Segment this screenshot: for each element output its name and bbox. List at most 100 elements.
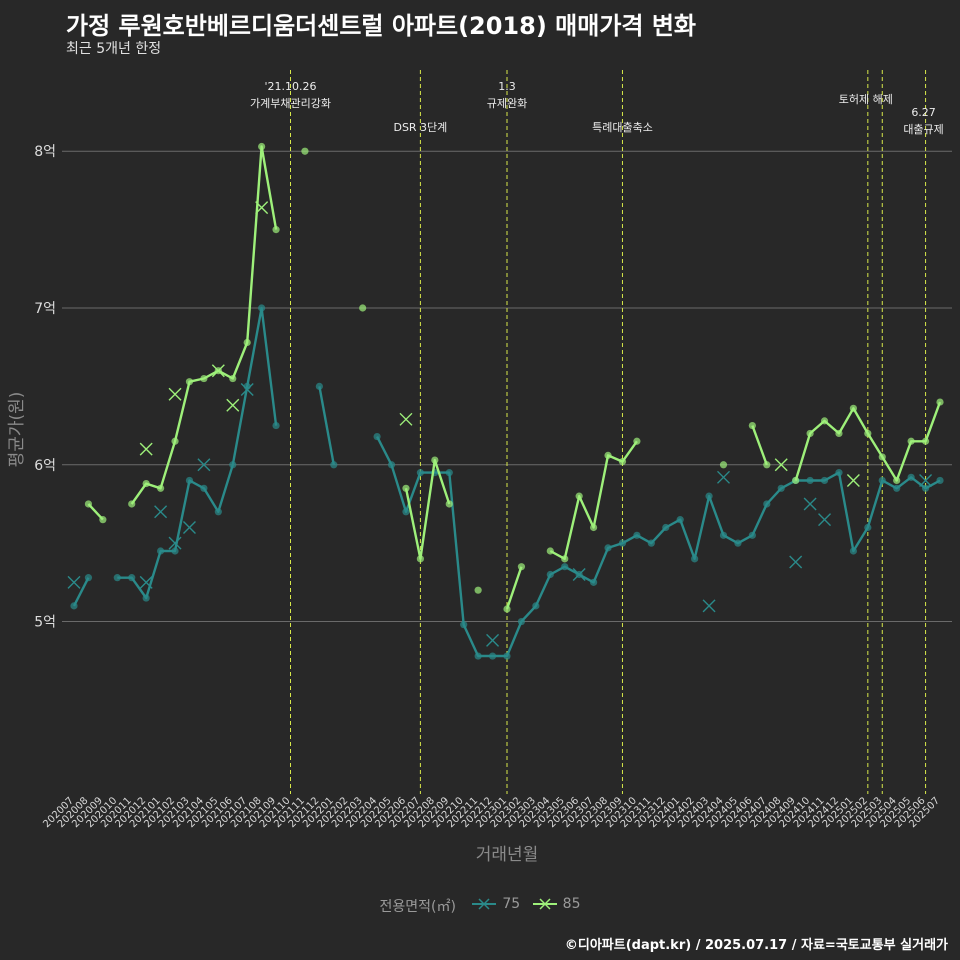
series-85-point xyxy=(806,429,814,438)
event-label: 가계부채관리강화 xyxy=(250,97,331,110)
series-75-line xyxy=(72,577,90,607)
series-85-point xyxy=(272,226,280,234)
series-85-highlight xyxy=(846,473,860,487)
series-75-point xyxy=(185,476,194,485)
series-85-point xyxy=(849,404,858,412)
series-85-highlight xyxy=(255,201,269,215)
series-75-point xyxy=(373,432,381,441)
event-label: 토허제 해제 xyxy=(839,92,893,106)
series-85-point xyxy=(128,500,136,508)
series-85-point xyxy=(633,437,641,445)
series-75-point xyxy=(142,594,150,602)
series-85-point xyxy=(416,555,424,563)
series-75-point xyxy=(474,652,482,660)
series-75-line xyxy=(318,386,335,466)
series-85-point xyxy=(171,437,179,445)
series-75-point xyxy=(676,516,684,524)
y-tick-label: 7억 xyxy=(34,301,56,317)
series-75-highlight xyxy=(240,383,254,397)
series-75-highlight xyxy=(789,555,803,569)
series-75-point xyxy=(460,621,468,629)
series-85-point xyxy=(84,500,93,508)
series-75-point xyxy=(604,544,612,552)
series-75-point xyxy=(113,574,121,582)
series-85-point xyxy=(243,338,251,347)
series-85-point xyxy=(835,429,843,438)
event-label: 규제완화 xyxy=(487,97,527,110)
legend-label-75: 75 xyxy=(502,896,521,912)
series-85-line xyxy=(404,458,451,560)
series-75-point xyxy=(200,484,208,492)
series-75-point xyxy=(864,523,872,532)
series-85-point xyxy=(748,421,756,430)
series-85-point xyxy=(561,555,569,563)
legend: 전용면적(㎡) 75 85 xyxy=(0,896,960,916)
series-75-point xyxy=(258,304,266,312)
series-85-point xyxy=(142,479,150,488)
y-tick-label: 8억 xyxy=(34,144,56,160)
series-75-highlight xyxy=(139,575,153,589)
series-85-point xyxy=(618,458,627,466)
series-75-point xyxy=(849,547,858,555)
series-85-point xyxy=(719,461,728,469)
series-85-point xyxy=(604,451,612,459)
series-85-point xyxy=(517,563,526,571)
series-85-point xyxy=(878,453,886,461)
series-75-point xyxy=(633,531,641,539)
series-85-point xyxy=(359,304,367,312)
series-75-point xyxy=(330,461,338,469)
series-85-point xyxy=(893,476,901,485)
series-75-highlight xyxy=(67,575,81,589)
series-75-highlight xyxy=(818,513,832,527)
legend-swatch-75 xyxy=(472,898,497,910)
series-75-highlight xyxy=(717,470,730,484)
series-85-highlight xyxy=(139,442,153,456)
legend-title: 전용면적(㎡) xyxy=(379,899,456,915)
chart-subtitle: 최근 5개년 한정 xyxy=(66,41,162,57)
series-75-point xyxy=(647,539,655,547)
series-75-point xyxy=(229,461,237,469)
event-label: '21.10.26 xyxy=(264,80,316,93)
series-85-point xyxy=(907,437,915,445)
series-75-point xyxy=(835,469,843,477)
series-85-point xyxy=(258,142,266,151)
series-85-line xyxy=(505,566,523,610)
series-85-point xyxy=(590,523,598,532)
series-75-point xyxy=(936,476,944,485)
series-75-point xyxy=(84,574,93,582)
series-85-point xyxy=(864,429,872,438)
y-tick-label: 6억 xyxy=(34,458,56,474)
series-75-point xyxy=(748,531,756,539)
series-75-point xyxy=(402,508,410,516)
series-75-highlight xyxy=(803,497,817,511)
legend-label-85: 85 xyxy=(562,896,581,912)
series-75-highlight xyxy=(919,473,933,487)
series-75-point xyxy=(777,484,785,492)
series-75-point xyxy=(734,539,742,547)
x-axis-title: 거래년월 xyxy=(476,845,539,865)
series-85-point xyxy=(200,374,208,383)
series-75-point xyxy=(705,492,713,500)
series-75-highlight xyxy=(197,458,211,472)
series-75-point xyxy=(387,461,396,469)
legend-swatch-85 xyxy=(532,898,557,910)
series-75-highlight xyxy=(168,536,182,550)
series-75-point xyxy=(691,555,699,563)
series-75-point xyxy=(517,617,526,626)
series-75-point xyxy=(907,473,915,481)
series-85-highlight xyxy=(399,412,413,426)
series-75-point xyxy=(171,547,179,555)
series-85-highlight xyxy=(211,364,225,378)
event-label: DSR 3단계 xyxy=(393,121,447,134)
series-75-point xyxy=(546,570,554,579)
series-85-point xyxy=(402,484,410,492)
source-caption: ©디아파트(dapt.kr) / 2025.07.17 / 자료=국토교통부 실… xyxy=(564,938,948,953)
series-85-point xyxy=(792,476,800,485)
series-75-point xyxy=(532,602,540,610)
series-75-highlight xyxy=(486,633,500,647)
series-85-point xyxy=(820,417,829,425)
series-85-point xyxy=(921,437,930,445)
series-75-point xyxy=(590,578,598,586)
series-85-highlight xyxy=(226,398,240,412)
series-85-point xyxy=(431,456,439,464)
